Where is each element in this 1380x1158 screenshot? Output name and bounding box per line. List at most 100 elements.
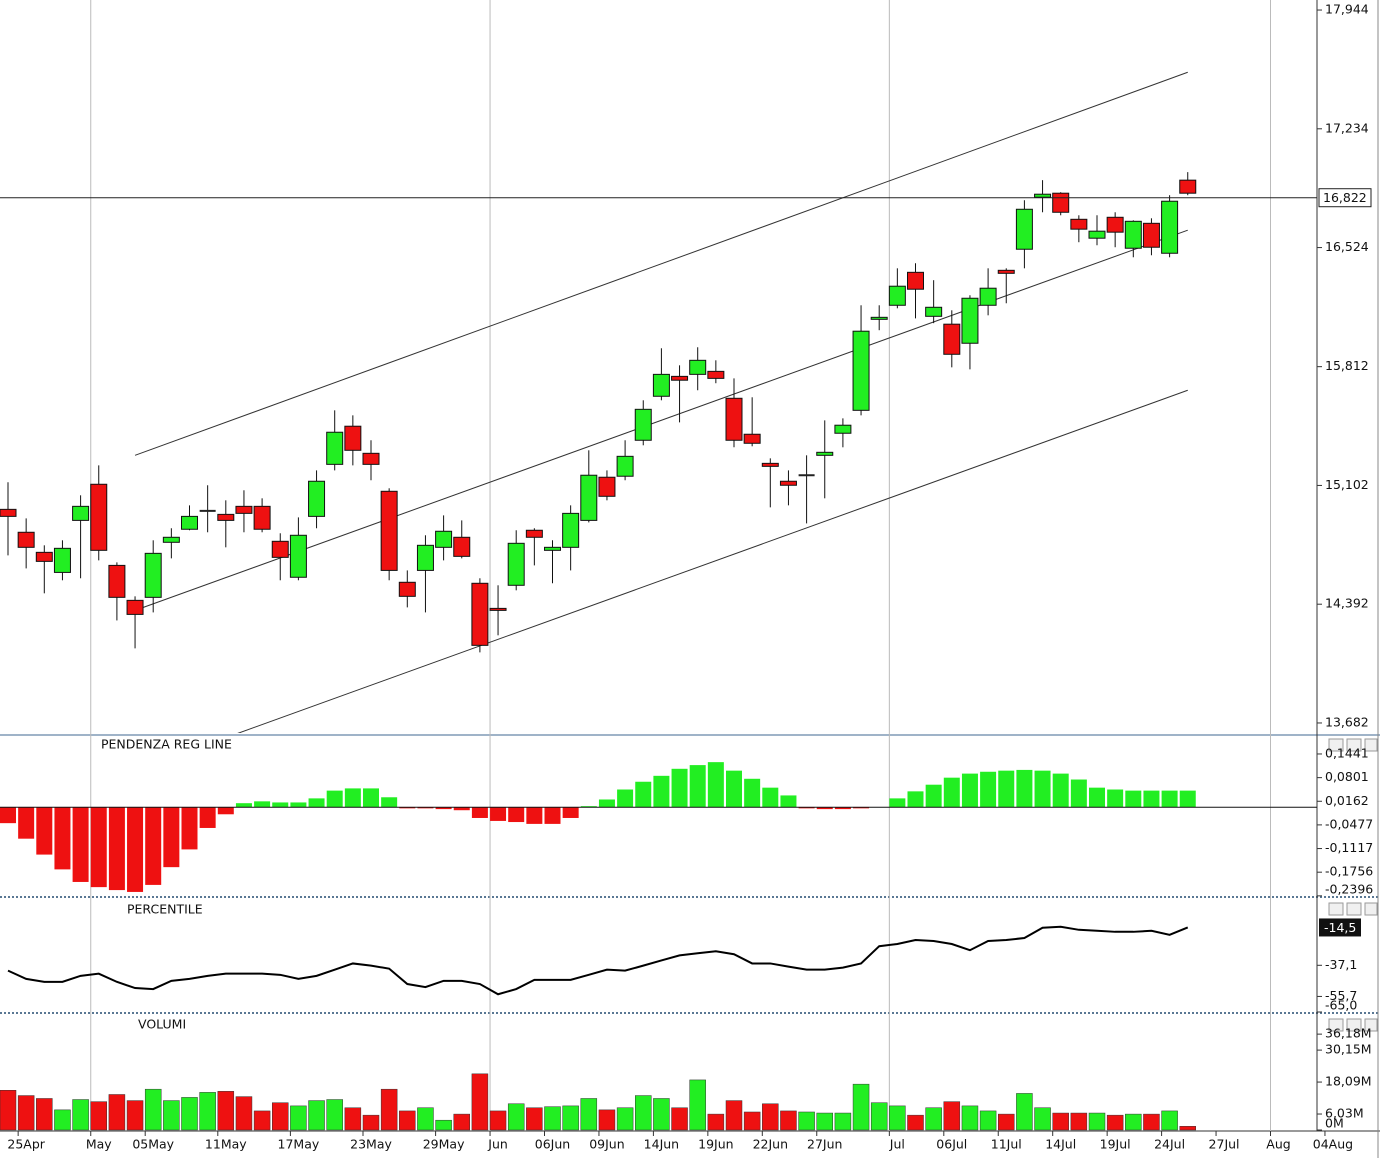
candle-body xyxy=(453,536,471,557)
bar xyxy=(18,807,35,839)
x-tick-label: 27Jul xyxy=(1209,1137,1240,1152)
candle-body xyxy=(1015,208,1033,250)
bar xyxy=(653,775,670,808)
bar xyxy=(598,799,615,808)
bar xyxy=(453,807,470,811)
volume-bar xyxy=(507,1103,525,1131)
bar xyxy=(780,795,797,808)
candle-body xyxy=(580,474,598,521)
x-tick-label: 19Jun xyxy=(698,1137,733,1152)
candle-body xyxy=(0,508,17,517)
bar xyxy=(943,777,960,808)
bar xyxy=(163,807,180,868)
volume-bar xyxy=(526,1107,543,1131)
volume-bar xyxy=(217,1091,235,1131)
maximize-button[interactable] xyxy=(1346,902,1362,916)
candle-body xyxy=(870,316,888,320)
bar xyxy=(980,771,997,808)
volume-bar xyxy=(943,1101,961,1131)
volume-bar xyxy=(489,1110,507,1131)
x-tick-label: 14Jun xyxy=(644,1137,679,1152)
candle-body xyxy=(144,552,162,598)
candle-body xyxy=(779,480,797,486)
volume-bar xyxy=(1070,1112,1088,1131)
minimize-button[interactable] xyxy=(1328,738,1344,752)
candle-body xyxy=(289,534,307,578)
volume-bar xyxy=(870,1102,888,1131)
channel-line xyxy=(134,229,1188,611)
close-button[interactable] xyxy=(1364,738,1378,752)
maximize-button[interactable] xyxy=(1346,1018,1362,1032)
candle-body xyxy=(1179,179,1197,194)
x-tick-label: 11May xyxy=(205,1137,247,1152)
x-tick-label: 27Jun xyxy=(807,1137,842,1152)
volume-bar xyxy=(272,1102,289,1131)
bar xyxy=(961,773,978,808)
maximize-button[interactable] xyxy=(1346,738,1362,752)
volume-bar xyxy=(816,1112,833,1131)
price-tag xyxy=(1318,188,1372,208)
candle-body xyxy=(235,505,253,514)
bar xyxy=(998,770,1015,808)
panel-title: PERCENTILE xyxy=(127,902,203,917)
volume-bar xyxy=(380,1088,398,1131)
bar xyxy=(199,807,216,828)
bar xyxy=(889,798,906,808)
candle-body xyxy=(471,582,489,646)
x-tick-label: 22Jun xyxy=(753,1137,788,1152)
bar xyxy=(435,807,452,810)
volume-bar xyxy=(72,1099,89,1131)
panel-buttons xyxy=(1328,738,1378,1032)
volume-bar xyxy=(362,1114,380,1131)
y-tick-label: -0,1756 xyxy=(1325,864,1373,879)
candle-body xyxy=(598,476,616,497)
close-button[interactable] xyxy=(1364,902,1378,916)
y-tick-label: -55,7 xyxy=(1325,988,1357,1003)
candle-body xyxy=(1106,216,1124,233)
y-tick-label: 0,1441 xyxy=(1325,745,1369,760)
bar xyxy=(381,797,398,808)
candle-body xyxy=(652,373,670,397)
x-tick-label: 19Jul xyxy=(1100,1137,1131,1152)
volume-bar xyxy=(707,1113,725,1131)
y-tick-label: -0,2396 xyxy=(1325,882,1373,897)
bar xyxy=(145,807,162,885)
volume-bar xyxy=(762,1103,779,1131)
bar xyxy=(925,784,942,808)
volume-bar xyxy=(1088,1112,1106,1131)
candle-body xyxy=(398,581,416,597)
volume-bar xyxy=(725,1100,743,1131)
candle-body xyxy=(108,564,126,598)
volume-bar xyxy=(798,1111,815,1131)
volume-bar xyxy=(1052,1112,1069,1131)
volume-bar xyxy=(344,1107,362,1131)
bar xyxy=(726,770,742,808)
candle-body xyxy=(1161,200,1179,254)
bar xyxy=(1089,787,1105,808)
bar xyxy=(526,807,543,824)
candle-body xyxy=(671,375,689,381)
y-tick-label: 6,03M xyxy=(1325,1106,1364,1121)
bar xyxy=(580,806,597,808)
volume-bar xyxy=(399,1110,416,1131)
bar xyxy=(36,807,53,855)
candle-body xyxy=(525,529,543,538)
minimize-button[interactable] xyxy=(1328,902,1344,916)
close-button[interactable] xyxy=(1364,1018,1378,1032)
volume-bar xyxy=(435,1119,452,1131)
candle-body xyxy=(1052,192,1070,213)
bar xyxy=(635,781,652,808)
volume-bar xyxy=(907,1114,924,1131)
bar xyxy=(1143,790,1160,808)
bar xyxy=(671,768,688,808)
minimize-button[interactable] xyxy=(1328,1018,1344,1032)
bar xyxy=(707,762,724,808)
candle-body xyxy=(435,530,453,548)
candle-body xyxy=(743,433,761,444)
bar xyxy=(181,807,198,850)
volume-bar xyxy=(834,1112,852,1131)
y-tick-label: -0,1117 xyxy=(1325,840,1373,855)
candle-body xyxy=(1034,193,1052,198)
volume-bar xyxy=(163,1100,180,1131)
bar xyxy=(308,798,325,808)
